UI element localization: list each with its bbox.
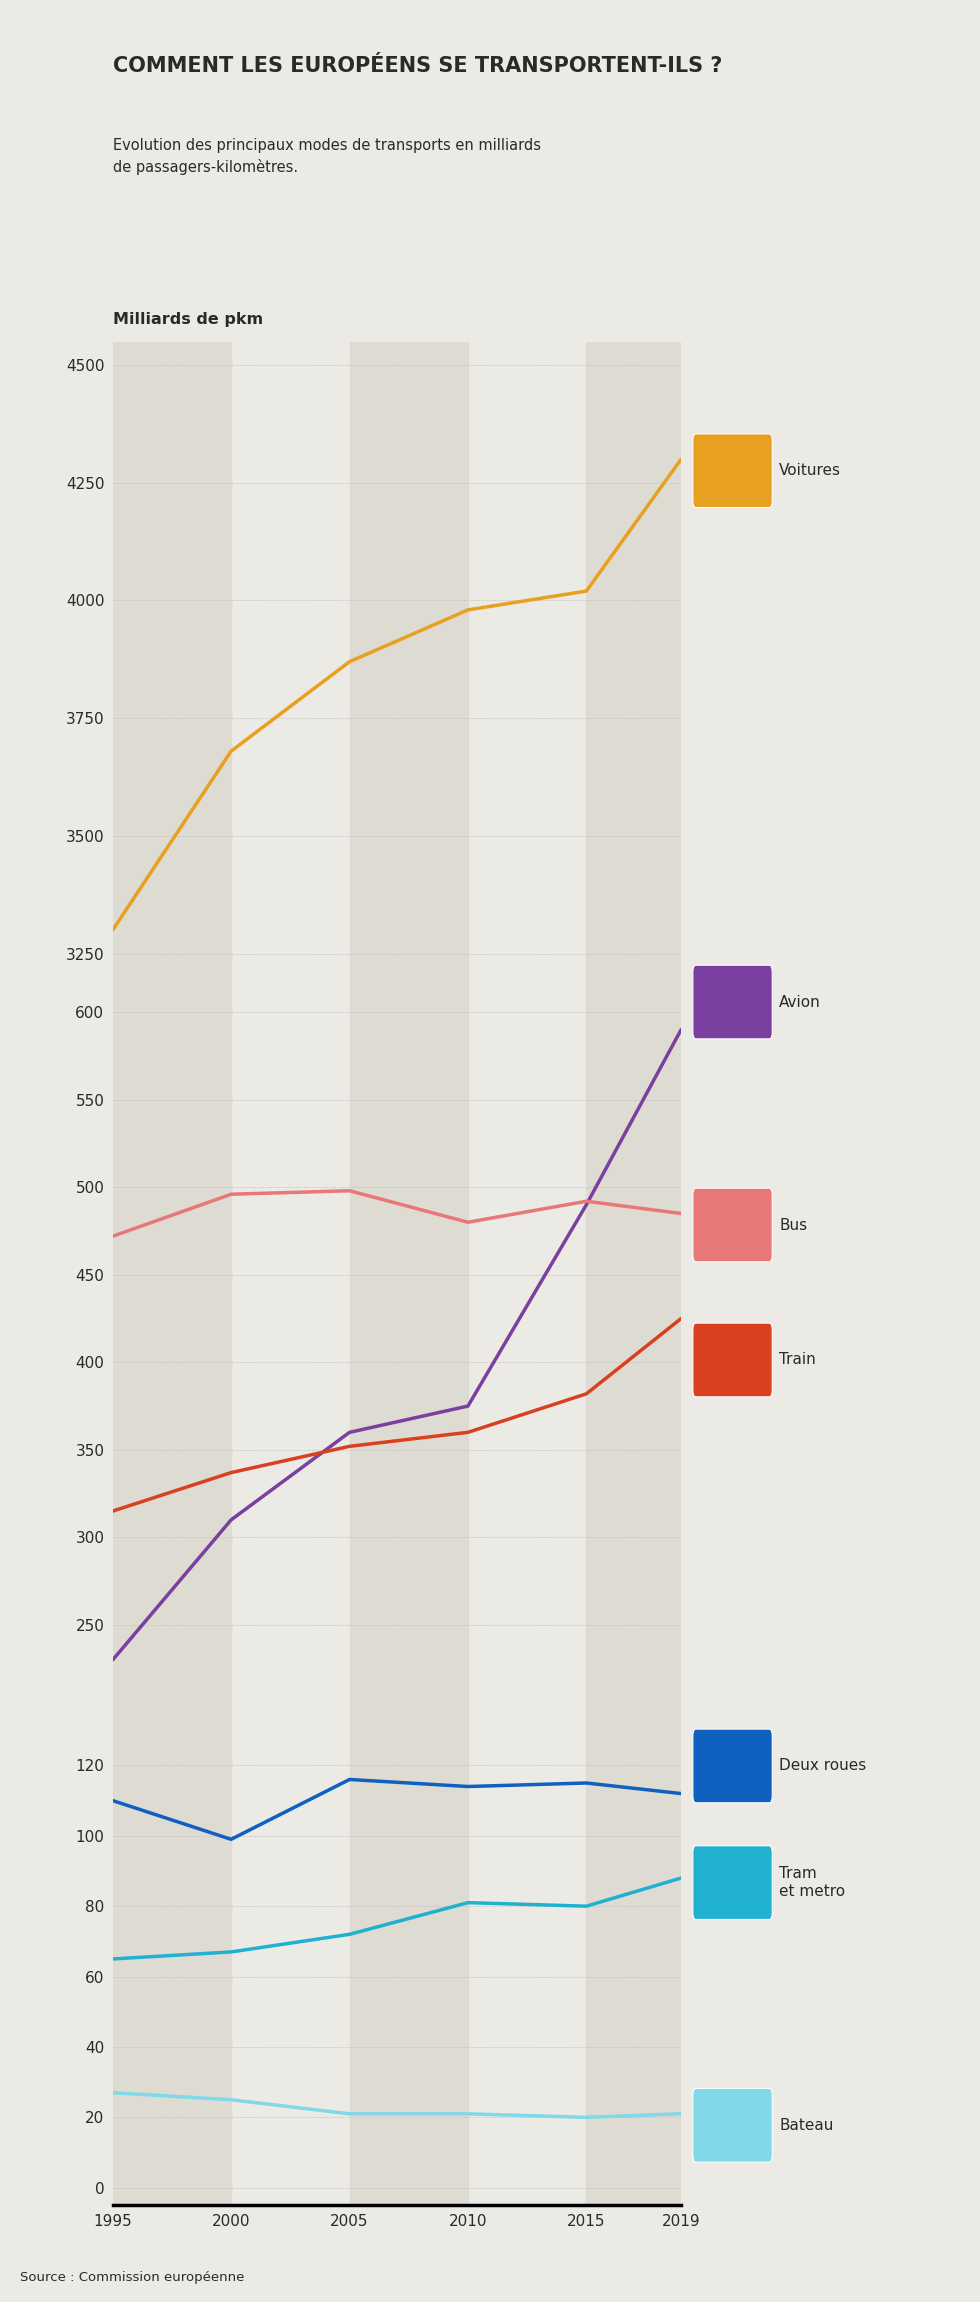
- Bar: [350, 976, 467, 1678]
- Bar: [350, 341, 467, 976]
- Text: Bateau: Bateau: [779, 2118, 833, 2134]
- Text: Bus: Bus: [779, 1218, 808, 1232]
- Text: Milliards de pkm: Milliards de pkm: [113, 313, 263, 327]
- Text: COMMENT LES EUROPÉENS SE TRANSPORTENT-ILS ?: COMMENT LES EUROPÉENS SE TRANSPORTENT-IL…: [113, 58, 722, 76]
- Bar: [113, 976, 231, 1678]
- Bar: [350, 1678, 467, 2205]
- Bar: [113, 341, 231, 976]
- Bar: [586, 976, 681, 1678]
- Bar: [113, 1678, 231, 2205]
- Text: Evolution des principaux modes de transports en milliards
de passagers-kilomètre: Evolution des principaux modes de transp…: [113, 138, 541, 175]
- Text: Source : Commission européenne: Source : Commission européenne: [20, 2270, 244, 2284]
- Text: Train: Train: [779, 1354, 815, 1367]
- Text: Tram
et metro: Tram et metro: [779, 1867, 845, 1899]
- Bar: [586, 341, 681, 976]
- Bar: [586, 1678, 681, 2205]
- Text: Avion: Avion: [779, 994, 821, 1011]
- Text: Voitures: Voitures: [779, 463, 841, 479]
- Text: Deux roues: Deux roues: [779, 1759, 866, 1773]
